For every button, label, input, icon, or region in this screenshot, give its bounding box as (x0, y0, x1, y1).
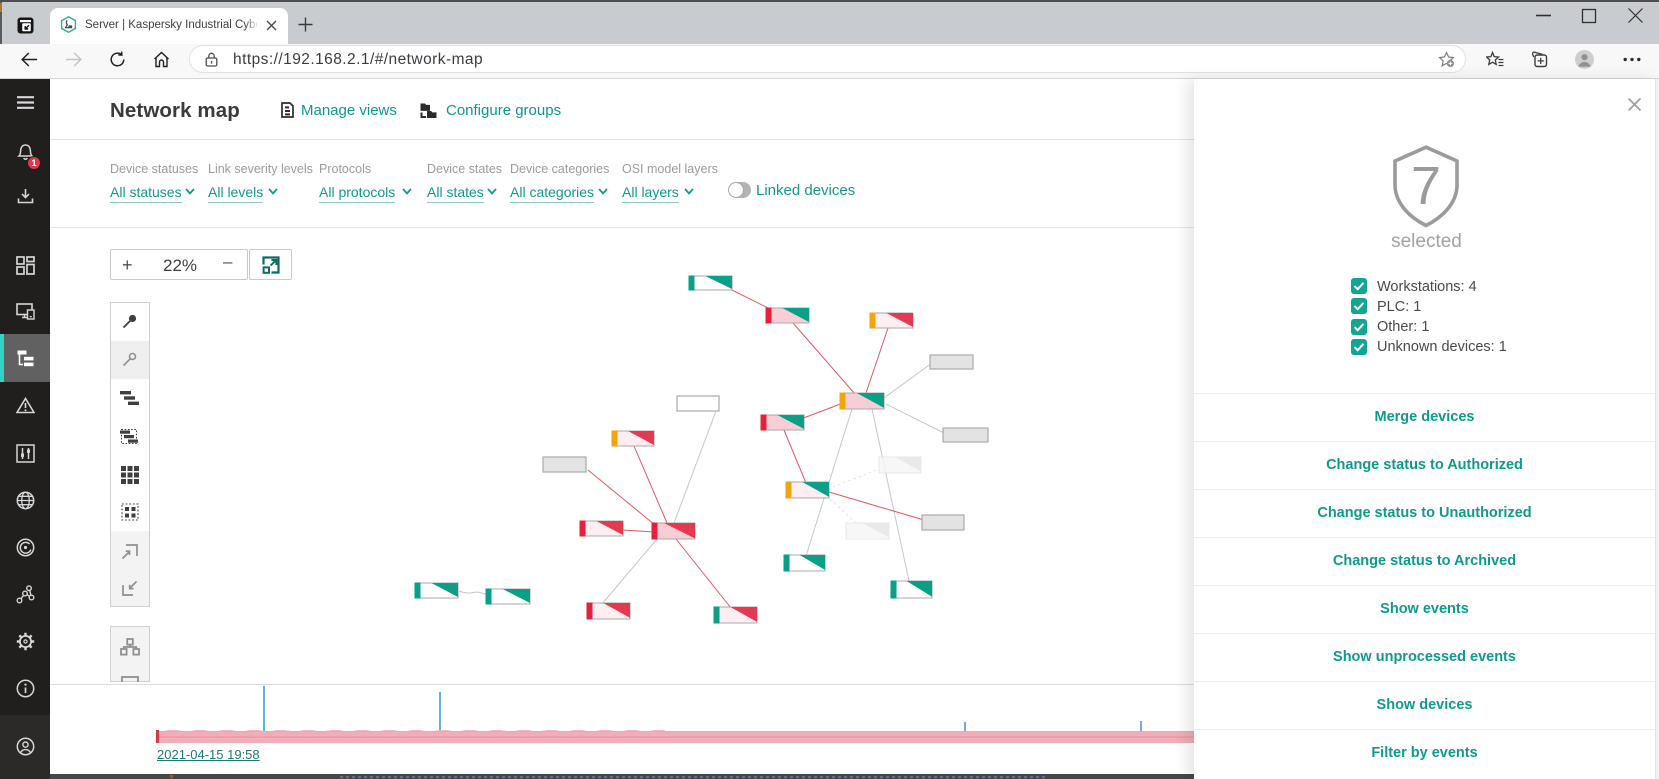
svg-text:7: 7 (1411, 156, 1441, 216)
